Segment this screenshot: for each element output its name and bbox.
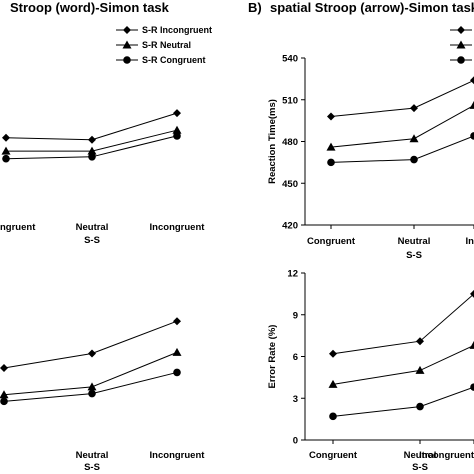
y-tick-label: 480 [282,137,298,148]
x-tick-label: Congruent [309,450,358,461]
x-tick-label: Neutral [76,222,109,233]
data-point [410,155,418,164]
legend-marker [122,40,132,49]
x-tick-label: Neutral [404,450,437,461]
series-line [330,104,474,148]
data-point [0,390,9,399]
data-point [470,132,474,140]
data-point [87,382,97,391]
legend-marker [123,56,131,64]
data-point [469,100,474,109]
x-axis-label: S-S [84,235,100,246]
data-point [470,289,474,298]
data-point [88,153,96,161]
data-point [470,383,474,391]
series-line [5,112,178,141]
legend-entry: S-R Incongruent [142,25,212,35]
data-point [416,402,424,411]
y-tick-label: 540 [282,54,298,65]
legend-marker [456,40,466,49]
y-axis-label: Reaction Time(ms) [267,99,278,184]
y-tick-label: 0 [293,436,298,447]
data-point [329,412,337,421]
legend-marker [457,56,465,64]
series-line [332,344,474,385]
x-tick-label: Neutral [398,236,431,247]
legend-entry: S-R Neutral [142,40,191,50]
data-point [410,104,418,113]
data-point [88,135,96,144]
y-tick-label: 6 [293,352,298,363]
data-point [2,154,10,163]
data-point [2,133,10,142]
data-point [87,146,97,155]
series-line [3,320,178,369]
data-point [329,349,337,358]
x-axis-label: S-S [406,250,422,261]
data-point [415,365,425,374]
data-point [172,347,182,356]
data-point [469,340,474,349]
y-tick-label: 9 [293,310,298,321]
data-point [409,134,419,143]
series-line [332,386,474,417]
x-tick-label: Neutral [76,450,109,461]
legend-marker [457,26,465,34]
legend-right [450,26,472,64]
legend-left: S-R Incongruent S-R Neutral S-R Congruent [116,25,212,65]
series-line [330,79,474,117]
data-point [328,379,338,388]
chart-right_err: 0 3 6 9 12 Error Rate (%) Congruent NeutralInco… [267,269,474,473]
y-tick-label: 510 [282,95,298,106]
data-point [326,142,336,151]
chart-right_rt: 420 450 480 510 540 Reaction Time(ms) Congruen… [267,54,474,261]
legend-entry: S-R Congruent [142,55,206,65]
data-point [0,397,8,406]
right-panel-label: B) [248,0,262,15]
right-panel-title: spatial Stroop (arrow)-Simon task [270,0,474,15]
data-point [416,337,424,346]
data-point [327,158,335,167]
series-line [332,293,474,355]
data-point [173,109,181,118]
x-tick-label: Incongruent [150,222,206,233]
data-point [88,389,96,398]
data-point [172,125,182,134]
x-axis-label: S-S [84,462,100,473]
x-tick-label: In [466,236,474,247]
x-tick-label: Incongruent [419,450,474,461]
data-point [173,368,181,377]
chart-left_rt: ngruent Neutral Incongruent S-S [0,109,205,246]
data-point [327,112,335,121]
legend-marker [123,26,131,34]
y-tick-label: 12 [287,269,298,280]
y-tick-label: 420 [282,221,298,232]
data-point [0,363,8,372]
x-axis-label: S-S [412,462,428,473]
x-tick-label: ngruent [0,222,36,233]
left-panel-title: Stroop (word)-Simon task [10,0,170,15]
y-axis-label: Error Rate (%) [267,325,278,389]
data-point [1,146,11,155]
x-tick-label: Incongruent [150,450,206,461]
data-point [173,317,181,326]
data-point [173,132,181,140]
chart-left_err: Neutral Incongruent S-S [0,317,205,473]
x-tick-label: Congruent [307,236,356,247]
data-point [470,76,474,85]
data-point [88,349,96,358]
y-tick-label: 3 [293,394,298,405]
y-tick-label: 450 [282,179,298,190]
